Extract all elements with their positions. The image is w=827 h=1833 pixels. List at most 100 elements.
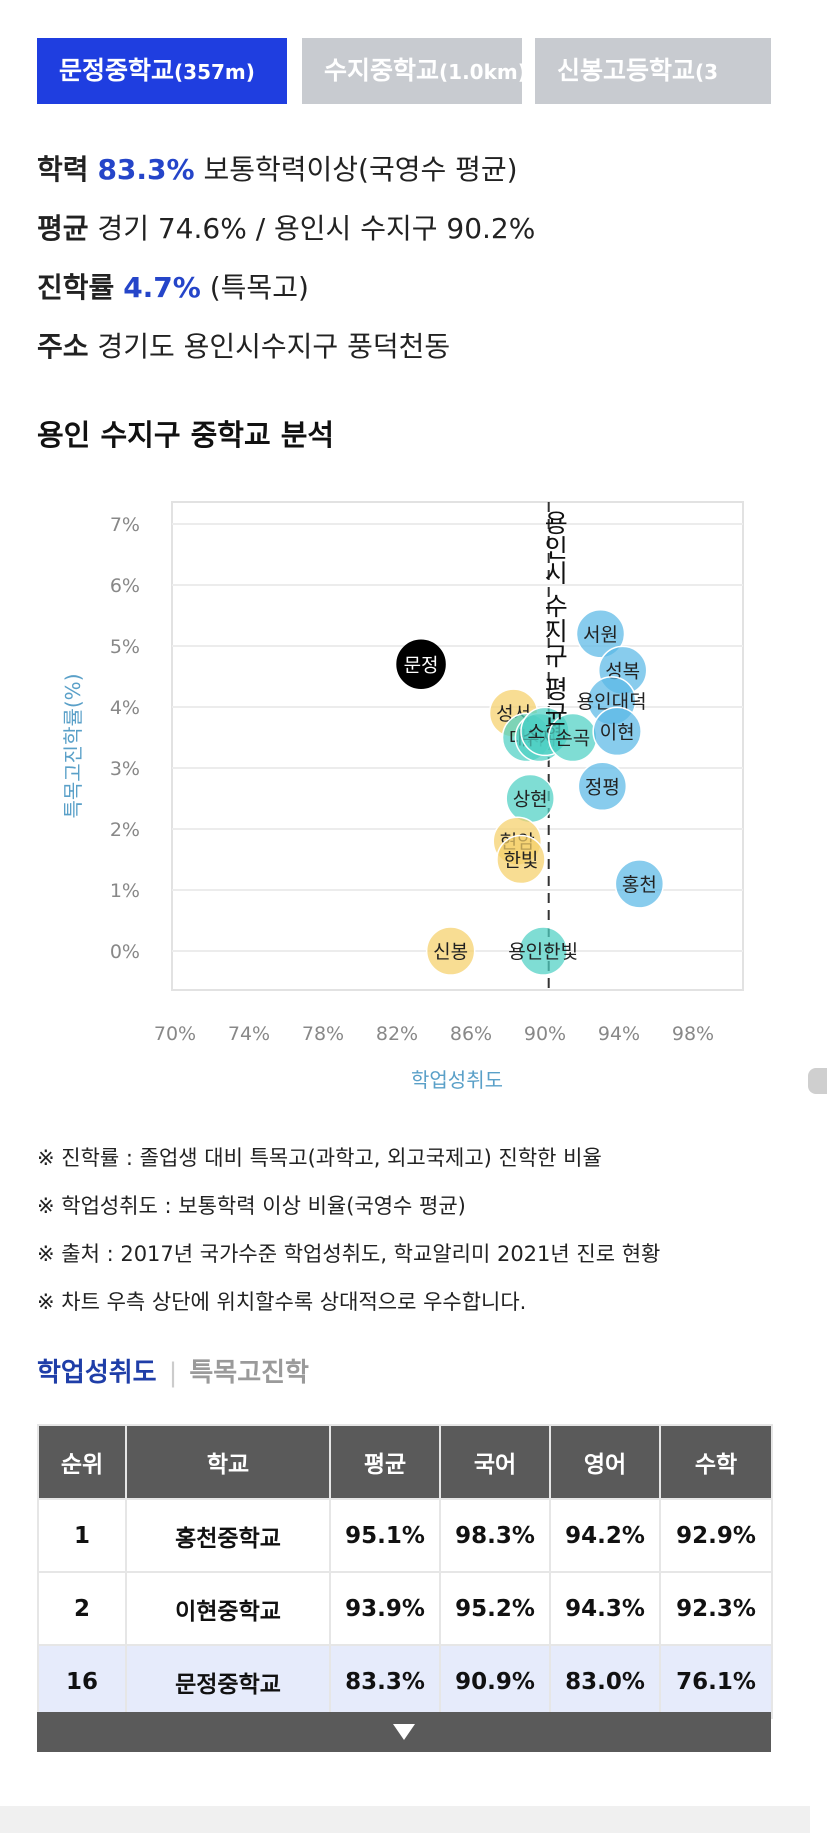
tab-school-name: 신봉고등학교	[557, 56, 696, 85]
x-tick-label: 98%	[672, 1023, 714, 1045]
y-tick-label: 4%	[110, 697, 140, 719]
address-text: 경기도 용인시수지구 풍덕천동	[88, 330, 451, 363]
data-point	[577, 761, 628, 812]
reference-line-label: 용인시 수지구 평균	[540, 510, 569, 726]
average-line: 평균 경기 74.6% / 용인시 수지구 90.2%	[37, 207, 535, 247]
tab-school-distance: (357m)	[174, 60, 255, 84]
data-point	[614, 859, 665, 909]
x-tick-label: 94%	[598, 1023, 640, 1045]
notes: ※ 진학률 : 졸업생 대비 특목고(과학고, 외고국제고) 진학한 비율 ※ …	[37, 1134, 660, 1326]
academic-line: 학력 83.3% 보통학력이상(국영수 평균)	[37, 148, 518, 188]
advancement-value: 4.7%	[123, 271, 201, 304]
data-point-label: 한빛	[503, 850, 538, 872]
header-math: 수학	[659, 1424, 773, 1500]
cell-math: 76.1%	[659, 1644, 773, 1719]
school-tabs: 문정중학교(357m) 수지중학교(1.0km) 신봉고등학교(3	[37, 38, 771, 104]
average-label: 평균	[37, 212, 89, 245]
tab-school-3[interactable]: 신봉고등학교(3	[535, 38, 771, 104]
data-point	[518, 926, 568, 976]
cell-korean: 90.9%	[439, 1644, 551, 1719]
scatter-chart: 0% 1% 2% 3% 4% 5% 6% 7% 70% 74% 78% 82% 86% 90% 94% 98%…	[61, 501, 744, 1092]
cell-english: 94.3%	[549, 1571, 661, 1646]
x-tick-label: 90%	[524, 1023, 566, 1045]
advancement-label: 진학률	[37, 271, 115, 304]
tab-school-2[interactable]: 수지중학교(1.0km)	[302, 38, 522, 104]
table-header-row: 순위 학교 평균 국어 영어 수학	[37, 1424, 773, 1500]
address-label: 주소	[37, 330, 89, 363]
header-school: 학교	[125, 1424, 331, 1500]
y-tick-label: 2%	[110, 819, 140, 841]
header-rank: 순위	[37, 1424, 127, 1500]
data-point	[425, 926, 476, 976]
tab-school-distance: (1.0km)	[439, 60, 522, 84]
academic-label: 학력	[37, 153, 89, 186]
data-point	[396, 639, 446, 690]
note-item: ※ 학업성취도 : 보통학력 이상 비율(국영수 평균)	[37, 1194, 466, 1218]
data-point-label: 문정	[404, 654, 439, 676]
cell-korean: 98.3%	[439, 1498, 551, 1573]
cell-rank: 2	[37, 1571, 127, 1646]
data-point-label: 홍천	[622, 874, 657, 896]
cell-average: 83.3%	[329, 1644, 441, 1719]
y-tick-label: 5%	[110, 636, 140, 658]
cell-average: 95.1%	[329, 1498, 441, 1573]
y-axis-title: 특목고진학률(%)	[61, 673, 85, 818]
table-row: 2 이현중학교 93.9% 95.2% 94.3% 92.3%	[37, 1571, 773, 1646]
bottom-divider	[0, 1806, 810, 1833]
cell-english: 83.0%	[549, 1644, 661, 1719]
academic-desc: 보통학력이상(국영수 평균)	[194, 153, 518, 186]
x-tick-label: 78%	[302, 1023, 344, 1045]
x-axis-title: 학업성취도	[411, 1068, 503, 1092]
x-tick-label: 74%	[228, 1023, 270, 1045]
y-tick-label: 1%	[110, 880, 140, 902]
note-item: ※ 진학률 : 졸업생 대비 특목고(과학고, 외고국제고) 진학한 비율	[37, 1146, 602, 1170]
header-korean: 국어	[439, 1424, 551, 1500]
address-line: 주소 경기도 용인시수지구 풍덕천동	[37, 325, 450, 365]
data-point-label: 신봉	[433, 941, 468, 963]
tab-school-name: 문정중학교	[59, 56, 175, 85]
section-title: 용인 수지구 중학교 분석	[37, 418, 335, 452]
cell-average: 93.9%	[329, 1571, 441, 1646]
academic-value: 83.3%	[97, 153, 195, 186]
cell-english: 94.2%	[549, 1498, 661, 1573]
cell-rank: 16	[37, 1644, 127, 1719]
data-point	[496, 834, 546, 885]
header-english: 영어	[549, 1424, 661, 1500]
data-point-label: 상현	[513, 789, 548, 811]
tab-school-distance: (3	[695, 60, 719, 84]
cell-math: 92.3%	[659, 1571, 773, 1646]
y-tick-label: 7%	[110, 514, 140, 536]
average-text: 경기 74.6% / 용인시 수지구 90.2%	[88, 212, 536, 245]
data-point	[592, 706, 642, 757]
cell-rank: 1	[37, 1498, 127, 1573]
x-tick-label: 70%	[154, 1023, 196, 1045]
subtab-separator: |	[168, 1358, 178, 1388]
data-point-label: 손곡	[555, 728, 590, 750]
data-point-label: 용인한빛	[508, 941, 578, 963]
x-tick-label: 86%	[450, 1023, 492, 1045]
data-point-label: 서원	[583, 624, 618, 646]
cell-math: 92.9%	[659, 1498, 773, 1573]
cell-korean: 95.2%	[439, 1571, 551, 1646]
expand-table-button[interactable]	[37, 1712, 771, 1752]
ranking-subtabs: 학업성취도 | 특목고진학	[37, 1352, 309, 1389]
scrollbar-handle[interactable]	[808, 1068, 827, 1094]
data-point-label: 용인대덕	[577, 691, 647, 713]
data-point-label: 이현	[600, 721, 635, 743]
plot-area	[171, 501, 744, 991]
y-tick-label: 0%	[110, 941, 140, 963]
advancement-desc: (특목고)	[200, 271, 309, 304]
cell-school: 문정중학교	[125, 1644, 331, 1719]
table-row: 1 홍천중학교 95.1% 98.3% 94.2% 92.9%	[37, 1498, 773, 1573]
ranking-table: 순위 학교 평균 국어 영어 수학 1 홍천중학교 95.1% 98.3% 94…	[37, 1424, 773, 1719]
data-point	[575, 609, 626, 659]
cell-school: 홍천중학교	[125, 1498, 331, 1573]
subtab-achievement[interactable]: 학업성취도	[37, 1358, 157, 1388]
subtab-special-high[interactable]: 특목고진학	[189, 1358, 309, 1388]
data-point-label: 정평	[585, 776, 620, 798]
tab-school-name: 수지중학교	[324, 56, 440, 85]
y-tick-label: 6%	[110, 575, 140, 597]
tab-school-1[interactable]: 문정중학교(357m)	[37, 38, 287, 104]
header-average: 평균	[329, 1424, 441, 1500]
note-item: ※ 차트 우측 상단에 위치할수록 상대적으로 우수합니다.	[37, 1290, 527, 1314]
